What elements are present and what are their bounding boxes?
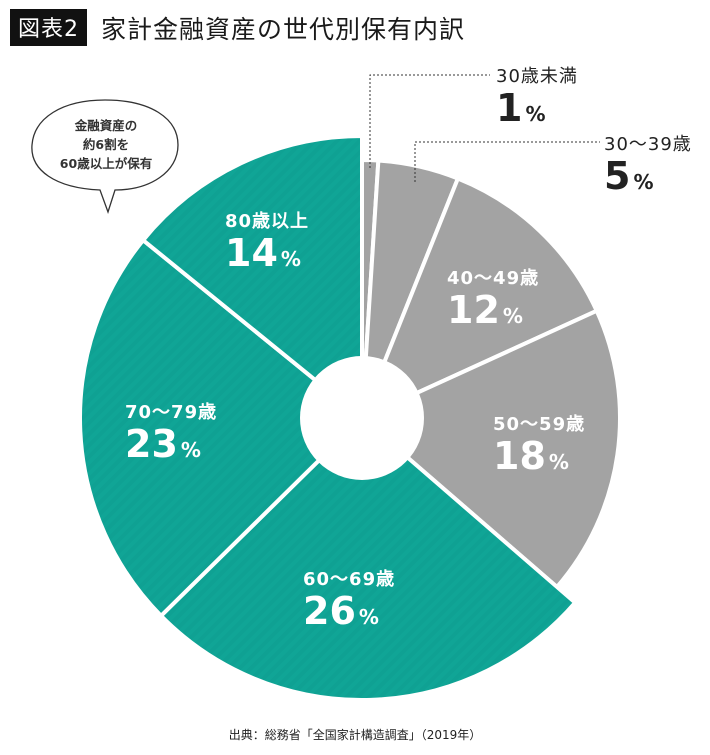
category-label: 30〜39歳 [604, 134, 692, 155]
callout-text: 金融資産の 約6割を 60歳以上が保有 [52, 116, 160, 173]
percent-unit: % [358, 605, 379, 629]
percent-unit: % [525, 102, 546, 126]
pie-slice [358, 175, 600, 422]
callout-line-3: 60歳以上が保有 [59, 156, 153, 171]
category-label: 70〜79歳 [125, 402, 218, 423]
pie-slices [78, 133, 622, 702]
pie-slice [140, 133, 364, 423]
label-80plus: 80歳以上 14% [225, 207, 309, 279]
donut-hole [300, 356, 424, 480]
percent-value: 26 [303, 589, 356, 633]
category-label: 80歳以上 [225, 211, 310, 232]
label-under30: 30歳未満 1% [496, 62, 578, 134]
chart-title: 家計金融資産の世代別保有内訳 [101, 14, 466, 44]
percent-value: 14 [225, 231, 278, 275]
speech-bubble [31, 99, 179, 215]
percent-value: 1 [496, 86, 523, 130]
percent-unit: % [548, 450, 569, 474]
label-40s: 40〜49歳 12% [447, 264, 539, 336]
percent-unit: % [633, 170, 654, 194]
percent-value: 12 [447, 288, 500, 332]
source-note: 出典：総務省「全国家計構造調査」（2019年） [228, 728, 482, 742]
leader-line-under30 [369, 74, 490, 168]
pie-slice [78, 237, 365, 619]
pie-slice [358, 308, 622, 590]
percent-unit: % [502, 304, 523, 328]
label-60s: 60〜69歳 26% [303, 565, 395, 637]
category-label: 40〜49歳 [447, 268, 540, 289]
percent-value: 23 [125, 422, 178, 466]
label-30s: 30〜39歳 5% [604, 130, 692, 202]
callout-line-1: 金融資産の [74, 118, 138, 133]
category-label: 50〜59歳 [493, 414, 586, 435]
percent-unit: % [180, 438, 201, 462]
percent-value: 18 [493, 434, 546, 478]
percent-unit: % [280, 247, 301, 271]
leader-line-30s [414, 141, 600, 182]
label-50s: 50〜59歳 18% [493, 410, 585, 482]
category-label: 30歳未満 [496, 66, 578, 87]
percent-value: 5 [604, 154, 631, 198]
callout-line-2: 約6割を [82, 137, 130, 152]
chart-header: 図表2 家計金融資産の世代別保有内訳 [10, 9, 465, 46]
pie-slice [158, 415, 578, 702]
figure-number-tag: 図表2 [10, 9, 87, 46]
label-70s: 70〜79歳 23% [125, 398, 217, 470]
category-label: 60〜69歳 [303, 569, 396, 590]
